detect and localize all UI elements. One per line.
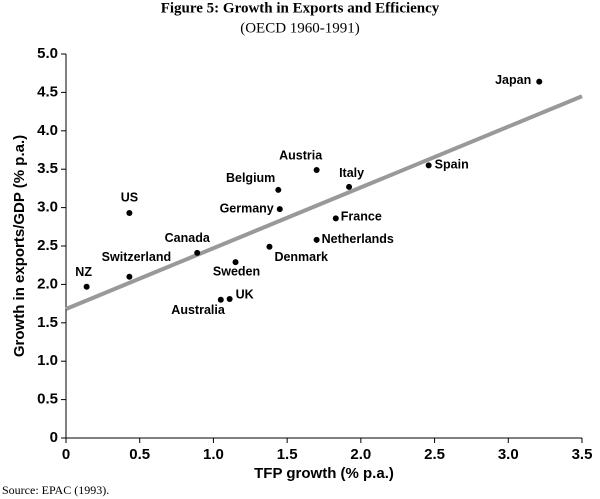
point-label: UK <box>236 287 254 301</box>
x-tick-label: 2.0 <box>350 446 371 463</box>
y-tick-label: 5.0 <box>37 45 58 62</box>
point <box>313 236 320 243</box>
y-tick-label: 0 <box>50 429 58 446</box>
point <box>346 183 353 190</box>
trend-line <box>65 94 583 311</box>
point-label: Italy <box>339 166 364 180</box>
point <box>226 295 233 302</box>
point <box>276 206 283 213</box>
point-label: Sweden <box>213 264 260 278</box>
y-tick-label: 4.0 <box>37 122 58 139</box>
x-tick-label: 0.5 <box>129 446 150 463</box>
x-tick-label: 0 <box>62 446 70 463</box>
point <box>217 296 224 303</box>
point <box>275 186 282 193</box>
point-label: Germany <box>220 201 274 215</box>
point-label: Netherlands <box>322 232 394 246</box>
x-tick-label: 1.5 <box>277 446 298 463</box>
chart-title: Figure 5: Growth in Exports and Efficien… <box>161 0 440 16</box>
x-axis-title: TFP growth (% p.a.) <box>254 465 394 482</box>
y-tick-label: 2.0 <box>37 275 58 292</box>
point-label: Spain <box>435 158 469 172</box>
point-label: Canada <box>165 231 211 245</box>
point <box>266 243 273 250</box>
y-tick-label: 1.0 <box>37 352 58 369</box>
x-tick-label: 1.0 <box>203 446 224 463</box>
point <box>536 78 543 85</box>
x-tick-label: 3.0 <box>498 446 519 463</box>
point <box>126 273 133 280</box>
y-tick-label: 4.5 <box>37 83 58 100</box>
point-label: NZ <box>75 265 92 279</box>
point-label: Austria <box>279 148 323 162</box>
point-label: Belgium <box>226 171 275 185</box>
point <box>126 209 133 216</box>
y-axis-title: Growth in exports/GDP (% p.a.) <box>11 135 28 357</box>
y-tick-label: 1.5 <box>37 314 58 331</box>
y-tick-label: 3.5 <box>37 160 58 177</box>
point-label: US <box>121 190 138 204</box>
y-tick-label: 0.5 <box>37 391 58 408</box>
point-label: Switzerland <box>102 250 171 264</box>
point-label: Australia <box>171 303 226 317</box>
point <box>425 162 432 169</box>
x-tick-label: 2.5 <box>424 446 445 463</box>
x-tick-label: 3.5 <box>572 446 593 463</box>
source-note: Source: EPAC (1993). <box>2 483 109 497</box>
point-label: Denmark <box>274 250 328 264</box>
y-tick-label: 2.5 <box>37 237 58 254</box>
point-label: Japan <box>495 73 531 87</box>
y-tick-label: 3.0 <box>37 199 58 216</box>
point <box>83 283 90 290</box>
point <box>313 166 320 173</box>
point <box>232 259 239 266</box>
chart-subtitle: (OECD 1960-1991) <box>240 20 360 36</box>
point <box>194 249 201 256</box>
point-label: France <box>341 210 382 224</box>
point <box>332 215 339 222</box>
